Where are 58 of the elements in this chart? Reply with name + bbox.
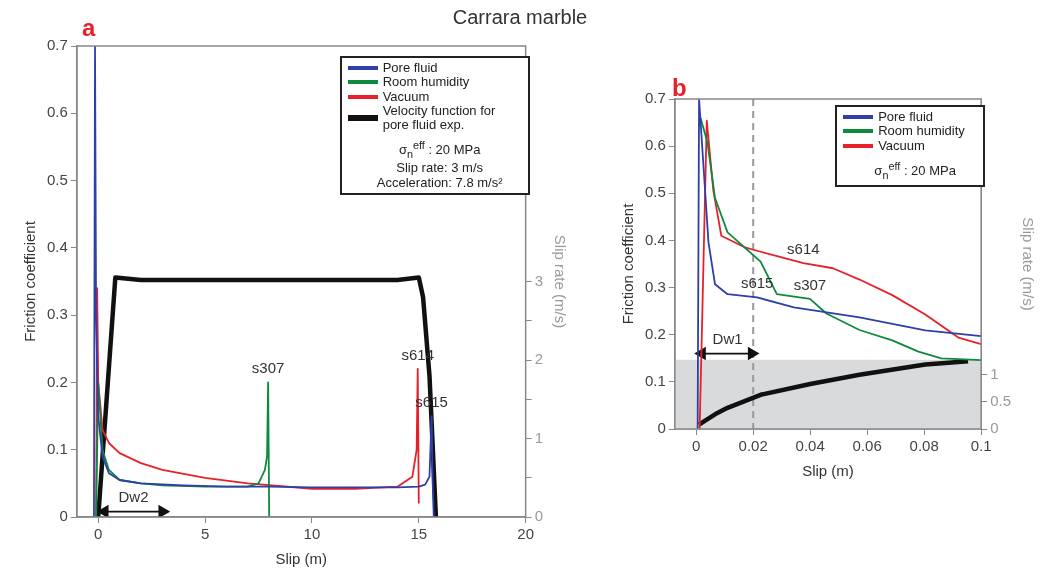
y-tick-label: 0.2 bbox=[46, 372, 68, 390]
y-tick-label: 0.4 bbox=[46, 238, 68, 255]
y2-tick-label: 1 bbox=[990, 364, 999, 382]
y2-axis-title: Slip rate (m/s) bbox=[551, 234, 569, 329]
x-tick-label: 0.08 bbox=[909, 437, 939, 455]
y2-tick-label: 3 bbox=[534, 271, 543, 289]
legend-label: Velocity function for pore fluid exp. bbox=[382, 102, 497, 133]
legend-label: Pore fluid bbox=[878, 109, 934, 125]
y2-tick-label: 1 bbox=[534, 428, 543, 446]
x-tick-label: 0.1 bbox=[970, 437, 992, 455]
y-tick-label: 0.3 bbox=[46, 305, 68, 323]
x-axis-title: Slip (m) bbox=[275, 550, 328, 568]
annotation: s307 bbox=[793, 275, 827, 293]
y-tick-label: 0.4 bbox=[644, 230, 666, 248]
y-tick-label: 0.7 bbox=[644, 89, 666, 107]
y-tick-label: 0.6 bbox=[644, 136, 666, 154]
chart-title: Carrara marble bbox=[451, 6, 589, 29]
x-tick-label: 0.06 bbox=[852, 437, 882, 455]
annotation: Dw2 bbox=[118, 488, 149, 506]
y2-tick-label: 0 bbox=[990, 419, 999, 437]
x-axis-title: Slip (m) bbox=[802, 462, 854, 480]
y-tick-label: 0.1 bbox=[644, 372, 666, 389]
legend-label: Room humidity bbox=[878, 123, 965, 139]
y-tick-label: 0 bbox=[59, 507, 68, 525]
legend-label: Room humidity bbox=[382, 74, 470, 90]
annotation: s307 bbox=[251, 359, 285, 377]
y-tick-label: 0.3 bbox=[644, 277, 666, 295]
x-tick-label: 15 bbox=[410, 525, 428, 543]
y-axis-title: Friction coefficient bbox=[619, 202, 637, 325]
y-tick-label: 0 bbox=[657, 419, 666, 437]
chart-subtitle: b bbox=[672, 74, 687, 102]
x-tick-label: 0 bbox=[94, 525, 103, 543]
annotation: Slip rate: 3 m/s bbox=[395, 160, 484, 176]
x-tick-label: 0.04 bbox=[795, 437, 825, 455]
x-tick-label: 0 bbox=[692, 437, 701, 455]
annotation: σ$_{n}$$^{eff}$ : 20 MPa bbox=[397, 139, 482, 162]
x-tick-label: 10 bbox=[303, 525, 321, 543]
legend-label: Vacuum bbox=[878, 137, 925, 153]
y-tick-label: 0.7 bbox=[46, 36, 68, 54]
x-tick-label: 20 bbox=[517, 525, 534, 543]
annotation: σ$_{n}$$^{eff}$ : 20 MPa bbox=[873, 159, 957, 182]
annotation: Dw1 bbox=[712, 330, 743, 348]
y-axis-title: Friction coefficient bbox=[21, 220, 39, 342]
annotation: Acceleration: 7.8 m/s² bbox=[375, 174, 504, 190]
y-tick-label: 0.5 bbox=[46, 170, 68, 188]
legend-label: Vacuum bbox=[382, 88, 430, 104]
y2-tick-label: 0.5 bbox=[990, 392, 1012, 409]
x-tick-label: 0.02 bbox=[738, 437, 768, 455]
y-tick-label: 0.2 bbox=[644, 324, 666, 342]
y-tick-label: 0.6 bbox=[46, 103, 68, 121]
y-tick-label: 0.5 bbox=[644, 183, 666, 201]
legend-label: Pore fluid bbox=[382, 60, 438, 76]
chart-subtitle: a bbox=[82, 14, 96, 42]
y2-tick-label: 0 bbox=[534, 507, 543, 525]
y2-tick-label: 2 bbox=[534, 350, 543, 368]
x-tick-label: 5 bbox=[200, 525, 210, 543]
annotation: s614 bbox=[787, 239, 820, 257]
y2-axis-title: Slip rate (m/s) bbox=[1019, 217, 1037, 311]
